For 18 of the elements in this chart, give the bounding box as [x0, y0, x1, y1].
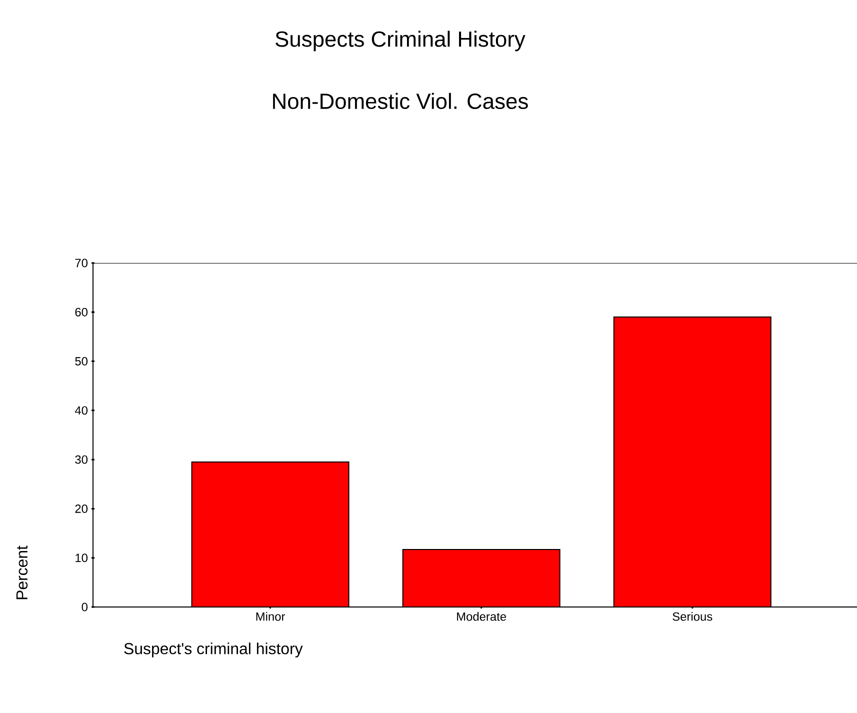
x-axis-title: Suspect's criminal history [124, 642, 303, 658]
y-tick-label: 70 [75, 258, 88, 268]
y-tick-label: 20 [75, 504, 88, 513]
x-tick-label: Minor [256, 612, 286, 621]
y-axis-title: Percent [16, 546, 28, 600]
x-tick-label: Moderate [457, 612, 506, 621]
y-tick-label: 50 [75, 357, 88, 366]
bar [192, 462, 349, 607]
y-tick-label: 10 [76, 554, 88, 562]
bar [402, 550, 560, 607]
y-tick-label: 60 [75, 308, 88, 316]
chart-title: Suspects Criminal History [276, 30, 526, 52]
x-tick-label: Serious [672, 612, 712, 621]
y-tick-label: 40 [74, 406, 88, 415]
y-tick-label: 30 [75, 455, 88, 464]
y-tick-label: 0 [82, 602, 88, 612]
chart-subtitle: Non-Domestic Viol. Cases [273, 92, 528, 110]
bar [613, 316, 772, 607]
